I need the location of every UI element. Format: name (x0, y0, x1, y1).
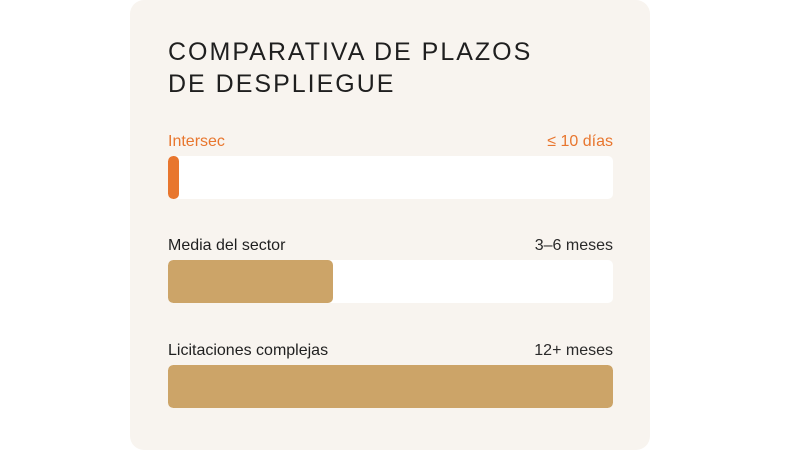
bar-row-intersec: Intersec ≤ 10 días (168, 133, 613, 199)
bar-value-label-intersec: ≤ 10 días (547, 133, 613, 150)
bar-value-label-licitaciones-complejas: 12+ meses (534, 342, 613, 359)
chart-title: COMPARATIVA DE PLAZOS DE DESPLIEGUE (168, 36, 532, 100)
chart-card: COMPARATIVA DE PLAZOS DE DESPLIEGUE Inte… (130, 0, 650, 450)
bar-row-media-del-sector: Media del sector 3–6 meses (168, 237, 613, 303)
chart-title-line-2: DE DESPLIEGUE (168, 70, 396, 98)
bar-licitaciones-complejas (168, 365, 613, 408)
bar-intersec (168, 156, 180, 199)
bar-row-licitaciones-complejas: Licitaciones complejas 12+ meses (168, 342, 613, 408)
chart-title-line-1: COMPARATIVA DE PLAZOS (168, 38, 533, 66)
bar-track-media-del-sector (168, 260, 613, 303)
bar-track-licitaciones-complejas (168, 365, 613, 408)
bar-label-licitaciones-complejas: Licitaciones complejas (168, 342, 329, 359)
bar-media-del-sector (168, 260, 333, 303)
bar-label-media-del-sector: Media del sector (168, 237, 286, 254)
bar-label-intersec: Intersec (168, 133, 225, 150)
bar-track-intersec (168, 156, 613, 199)
bar-value-label-media-del-sector: 3–6 meses (534, 237, 613, 254)
